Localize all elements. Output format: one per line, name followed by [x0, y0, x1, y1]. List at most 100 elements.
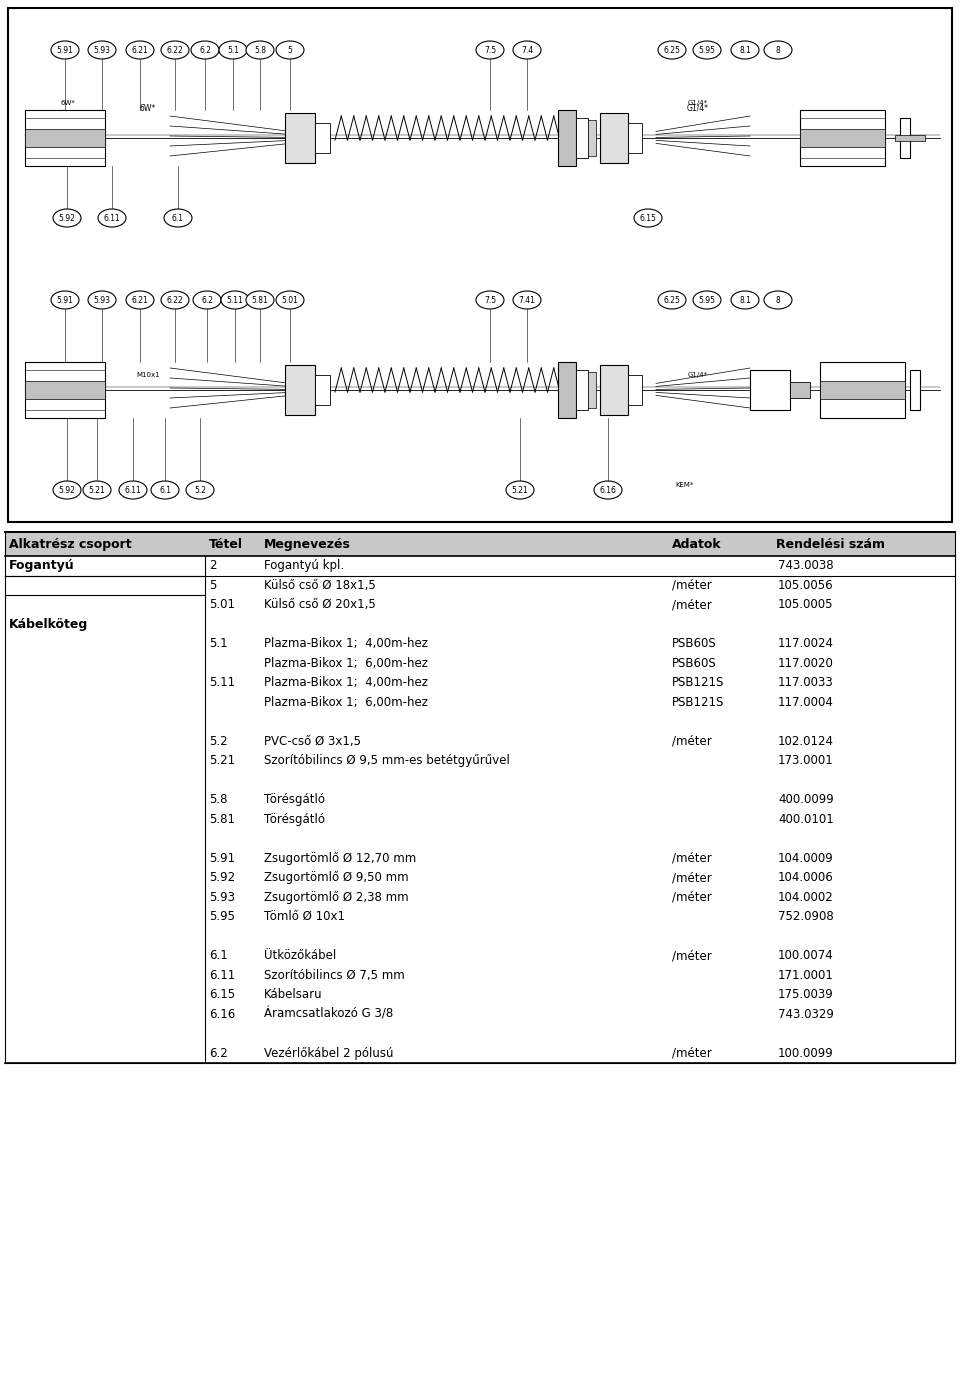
Text: /méter: /méter — [672, 852, 711, 865]
Bar — [25, 380, 105, 398]
Ellipse shape — [246, 42, 274, 60]
Ellipse shape — [126, 291, 154, 310]
Text: Kábelsaru: Kábelsaru — [264, 988, 323, 1001]
Text: Plazma-Bikox 1;  6,00m-hez: Plazma-Bikox 1; 6,00m-hez — [264, 695, 428, 709]
Text: G1/4*: G1/4* — [688, 100, 708, 105]
Text: 6.1: 6.1 — [172, 214, 184, 222]
Text: 6.11: 6.11 — [125, 486, 141, 494]
Text: 6.1: 6.1 — [159, 486, 171, 494]
Text: Rendelési szám: Rendelési szám — [776, 537, 885, 551]
Ellipse shape — [476, 291, 504, 310]
Ellipse shape — [764, 291, 792, 310]
Ellipse shape — [731, 291, 759, 310]
Text: Vezérlőkábel 2 pólusú: Vezérlőkábel 2 pólusú — [264, 1047, 394, 1060]
Bar — [5, 532, 955, 557]
Text: 6.2: 6.2 — [199, 46, 211, 54]
Ellipse shape — [246, 291, 274, 310]
Text: 104.0002: 104.0002 — [778, 891, 833, 904]
Bar — [800, 110, 885, 167]
Text: 6.25: 6.25 — [663, 296, 681, 304]
Bar — [628, 124, 642, 153]
Bar — [820, 362, 905, 418]
Text: 8: 8 — [776, 46, 780, 54]
Text: Ütközőkábel: Ütközőkábel — [264, 949, 336, 962]
Ellipse shape — [51, 42, 79, 60]
Text: 5.92: 5.92 — [59, 486, 76, 494]
Text: /méter: /méter — [672, 1047, 711, 1060]
Bar — [576, 371, 588, 409]
Text: Szorítóbilincs Ø 9,5 mm-es betétgyűrűvel: Szorítóbilincs Ø 9,5 mm-es betétgyűrűvel — [264, 754, 510, 768]
Ellipse shape — [53, 210, 81, 228]
Ellipse shape — [51, 291, 79, 310]
Ellipse shape — [693, 291, 721, 310]
Text: Áramcsatlakozó G 3/8: Áramcsatlakozó G 3/8 — [264, 1008, 394, 1020]
Text: 8: 8 — [776, 296, 780, 304]
Text: Fogantyú: Fogantyú — [9, 559, 75, 572]
Text: 6.2: 6.2 — [201, 296, 213, 304]
Ellipse shape — [634, 210, 662, 228]
Bar — [558, 362, 576, 418]
Text: Plazma-Bikox 1;  4,00m-hez: Plazma-Bikox 1; 4,00m-hez — [264, 637, 428, 650]
Text: /méter: /méter — [672, 598, 711, 611]
Text: /méter: /méter — [672, 734, 711, 748]
Text: 117.0004: 117.0004 — [778, 695, 834, 709]
Text: 5.01: 5.01 — [209, 598, 235, 611]
Text: 6.22: 6.22 — [167, 296, 183, 304]
Text: 5.93: 5.93 — [93, 46, 110, 54]
Ellipse shape — [506, 482, 534, 500]
Ellipse shape — [193, 291, 221, 310]
Ellipse shape — [764, 42, 792, 60]
Text: 6W*: 6W* — [140, 104, 156, 112]
Text: 173.0001: 173.0001 — [778, 754, 833, 768]
Bar — [800, 129, 885, 147]
Text: 102.0124: 102.0124 — [778, 734, 834, 748]
Ellipse shape — [186, 482, 214, 500]
Text: 5.93: 5.93 — [209, 891, 235, 904]
Text: G1/4*: G1/4* — [687, 104, 709, 112]
Ellipse shape — [219, 42, 247, 60]
Ellipse shape — [88, 291, 116, 310]
Text: 400.0101: 400.0101 — [778, 813, 833, 826]
Bar — [588, 372, 596, 408]
Ellipse shape — [164, 210, 192, 228]
Bar — [8, 8, 952, 522]
Text: 5.81: 5.81 — [209, 813, 235, 826]
Bar — [576, 118, 588, 158]
Text: Plazma-Bikox 1;  6,00m-hez: Plazma-Bikox 1; 6,00m-hez — [264, 657, 428, 670]
Ellipse shape — [476, 42, 504, 60]
Text: 6.22: 6.22 — [167, 46, 183, 54]
Text: 5.81: 5.81 — [252, 296, 269, 304]
Text: Szorítóbilincs Ø 7,5 mm: Szorítóbilincs Ø 7,5 mm — [264, 969, 405, 981]
Text: 6.16: 6.16 — [209, 1008, 235, 1020]
Text: Külső cső Ø 18x1,5: Külső cső Ø 18x1,5 — [264, 579, 375, 591]
Text: 743.0329: 743.0329 — [778, 1008, 834, 1020]
Text: 7.41: 7.41 — [518, 296, 536, 304]
Bar — [25, 129, 105, 147]
Bar — [900, 118, 910, 158]
Ellipse shape — [513, 291, 541, 310]
Bar — [315, 124, 330, 153]
Text: 175.0039: 175.0039 — [778, 988, 833, 1001]
Text: 6.11: 6.11 — [209, 969, 235, 981]
Text: 8.1: 8.1 — [739, 296, 751, 304]
Ellipse shape — [221, 291, 249, 310]
Bar — [588, 119, 596, 155]
Text: Alkatrész csoport: Alkatrész csoport — [9, 537, 132, 551]
Ellipse shape — [513, 42, 541, 60]
Text: 5.2: 5.2 — [194, 486, 206, 494]
Text: 5.1: 5.1 — [209, 637, 228, 650]
Text: 5.11: 5.11 — [227, 296, 244, 304]
Text: Adatok: Adatok — [672, 537, 722, 551]
Ellipse shape — [151, 482, 179, 500]
Text: Tömlő Ø 10x1: Tömlő Ø 10x1 — [264, 911, 345, 923]
Ellipse shape — [53, 482, 81, 500]
Text: PSB60S: PSB60S — [672, 637, 717, 650]
Text: Megnevezés: Megnevezés — [264, 537, 350, 551]
Text: /méter: /méter — [672, 872, 711, 884]
Text: Kábelköteg: Kábelköteg — [9, 618, 88, 630]
Text: 6.16: 6.16 — [600, 486, 616, 494]
Text: Fogantyú kpl.: Fogantyú kpl. — [264, 559, 344, 572]
Text: PSB121S: PSB121S — [672, 695, 725, 709]
Bar — [25, 362, 105, 418]
Text: 6.15: 6.15 — [209, 988, 235, 1001]
